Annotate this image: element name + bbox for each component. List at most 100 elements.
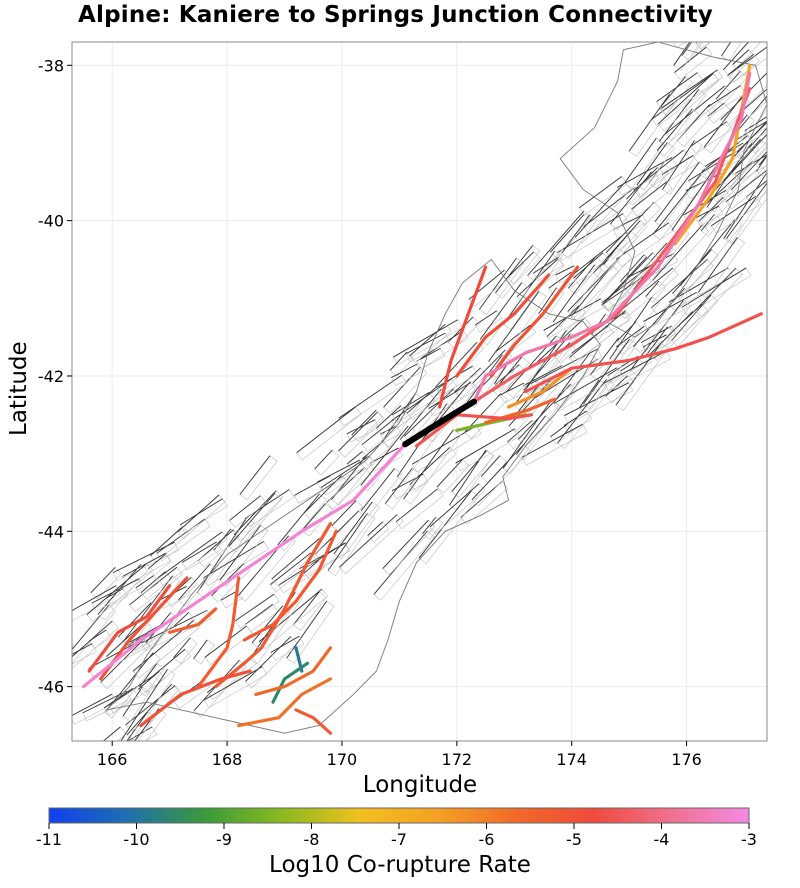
- fault-trace: [72, 693, 113, 717]
- fault-trace: [455, 428, 516, 464]
- fault-trace: [681, 267, 747, 308]
- fault-trace: [656, 108, 693, 151]
- fault-trace: [628, 93, 671, 152]
- fault-trace: [292, 591, 320, 626]
- fault-trace: [553, 353, 590, 403]
- colorbar-tick-label: -7: [391, 830, 407, 849]
- fault-trace: [688, 151, 736, 182]
- fault-plane-outline: [296, 406, 362, 461]
- fault-trace: [406, 387, 436, 414]
- fault-trace: [721, 1, 741, 22]
- fault-trace: [657, 73, 714, 125]
- rupture-line: [81, 442, 407, 689]
- fault-trace: [574, 182, 625, 238]
- x-ticks: 166 168 170 172 174 176: [97, 741, 702, 769]
- fault-trace: [474, 310, 498, 326]
- colorbar-tick-label: -3: [741, 830, 757, 849]
- fault-trace: [617, 321, 637, 342]
- fault-trace: [590, 337, 620, 375]
- fault-plane-outline: [179, 498, 228, 533]
- fault-plane-outline: [727, 53, 760, 83]
- fault-trace: [756, 154, 767, 172]
- fault-trace: [709, 138, 761, 196]
- rupture-line: [472, 71, 752, 404]
- fault-trace: [745, 179, 767, 198]
- fault-trace: [697, 237, 738, 293]
- fault-trace: [533, 256, 559, 274]
- rupture-line: [472, 87, 752, 404]
- fault-trace: [617, 157, 673, 188]
- fault-trace: [652, 224, 703, 281]
- fault-trace: [251, 605, 283, 644]
- fault-plane-outline: [202, 541, 269, 587]
- fault-plane-outline: [673, 42, 701, 71]
- colorbar-tick-label: -5: [566, 830, 582, 849]
- fault-plane-outline: [601, 256, 654, 312]
- fault-trace: [204, 666, 263, 701]
- fault-trace: [603, 247, 617, 265]
- fault-trace: [472, 349, 506, 384]
- fault-trace: [593, 220, 641, 274]
- fault-trace: [380, 425, 398, 435]
- fault-trace: [228, 492, 276, 547]
- fault-trace: [376, 405, 401, 429]
- fault-plane-outline: [695, 42, 711, 50]
- fault-trace: [742, 88, 767, 111]
- fault-trace: [518, 383, 571, 440]
- fault-trace: [86, 563, 148, 615]
- fault-trace: [245, 636, 292, 682]
- fault-trace: [389, 352, 407, 371]
- y-tick-label: -42: [38, 367, 64, 386]
- fault-trace: [422, 516, 437, 535]
- fault-plane-outline: [721, 1, 748, 28]
- fault-trace: [480, 455, 501, 477]
- fault-plane-outline: [678, 303, 709, 333]
- fault-trace: [52, 640, 68, 653]
- fault-plane-outline: [745, 180, 767, 205]
- fault-plane-outline: [338, 374, 408, 426]
- fault-trace: [660, 69, 718, 109]
- fault-trace: [229, 495, 261, 521]
- fault-trace: [384, 467, 413, 504]
- fault-trace: [615, 222, 670, 260]
- fault-trace: [690, 121, 728, 147]
- fault-trace: [651, 259, 708, 309]
- fault-trace: [108, 674, 155, 707]
- fault-trace: [449, 449, 487, 506]
- fault-trace: [126, 711, 149, 741]
- fault-trace: [697, 0, 736, 30]
- fault-trace: [392, 391, 430, 416]
- fault-trace: [148, 554, 166, 569]
- fault-trace: [579, 176, 623, 209]
- fault-trace: [436, 459, 463, 488]
- fault-trace: [656, 72, 698, 102]
- fault-trace: [316, 459, 360, 483]
- fault-trace: [643, 291, 697, 322]
- fault-plane-outline: [721, 42, 742, 62]
- fault-trace: [531, 330, 567, 380]
- fault-trace: [203, 541, 264, 579]
- fault-trace: [495, 245, 534, 294]
- gridlines: [72, 42, 767, 741]
- fault-trace: [123, 575, 173, 642]
- fault-plane-outline: [756, 155, 767, 177]
- south-island-coast: [106, 258, 601, 734]
- colorbar-tick-label: -9: [216, 830, 232, 849]
- fault-trace: [383, 366, 421, 408]
- fault-trace: [331, 500, 357, 527]
- fault-plane-outline: [173, 637, 198, 664]
- fault-trace: [546, 305, 580, 338]
- fault-trace: [72, 585, 117, 612]
- fault-trace: [120, 669, 168, 741]
- fault-plane-outline: [303, 475, 349, 520]
- fault-trace: [129, 566, 178, 606]
- fault-trace: [583, 338, 630, 405]
- fault-plane-outline: [557, 378, 615, 449]
- fault-trace: [351, 409, 377, 436]
- fault-trace: [391, 363, 418, 379]
- source-section: [402, 398, 478, 448]
- fault-trace: [193, 639, 208, 659]
- fault-trace: [301, 503, 326, 531]
- colorbar-tick-label: -4: [654, 830, 670, 849]
- fault-trace: [338, 411, 378, 452]
